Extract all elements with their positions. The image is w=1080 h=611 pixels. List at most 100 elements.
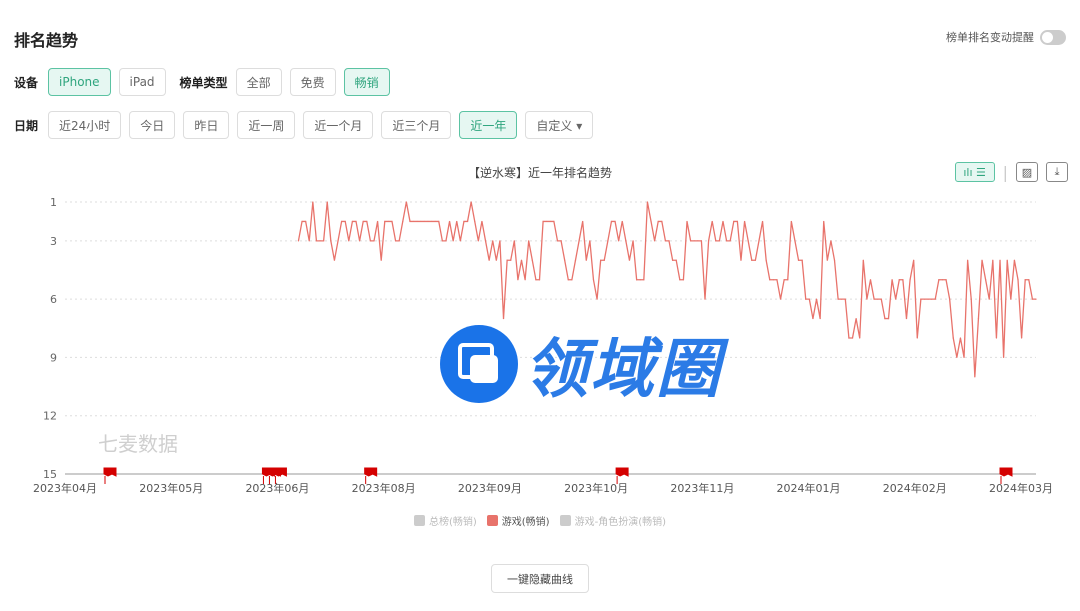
data-point [999,259,1001,261]
data-point [988,298,990,300]
data-point [758,240,760,242]
data-point [535,279,537,281]
y-tick-label: 9 [50,351,57,364]
data-point [823,220,825,223]
data-point [430,220,433,223]
data-point [636,279,638,281]
date-month-button[interactable]: 近一个月 [303,111,374,139]
data-point [657,220,659,223]
data-point [992,259,994,261]
data-point [524,279,526,281]
data-point [315,240,318,242]
data-point [956,356,958,359]
y-tick-label: 15 [43,468,57,481]
date-24h-button[interactable]: 近24小时 [48,111,122,139]
rank-change-reminder: 榜单排名变动提醒 [946,29,1066,45]
legend-label: 游戏-角色扮演(畅销) [574,517,667,528]
reminder-toggle[interactable] [1040,29,1066,45]
data-point [754,259,756,261]
data-point [848,337,850,339]
data-point [549,220,551,223]
legend-item-overall[interactable]: 总榜(畅销) [413,513,477,528]
data-point [931,298,933,300]
chart-legend: 总榜(畅销) 游戏(畅销) 游戏-角色扮演(畅销) [0,513,1080,528]
date-custom-dropdown[interactable]: 自定义 ▾ [525,111,594,139]
data-point [938,279,940,281]
bar-line-toggle-icon[interactable]: ılı ☰ [954,162,995,182]
data-point [977,317,980,320]
data-point [718,240,720,242]
event-flag-icon [261,467,275,484]
data-point [833,259,836,261]
data-point [621,220,623,223]
data-point [654,240,656,242]
data-point [985,279,987,281]
data-point [877,298,879,300]
image-icon[interactable]: ▨ [1016,162,1038,182]
data-point [891,279,893,281]
data-point [373,240,375,242]
download-icon[interactable]: ⤓ [1046,162,1068,182]
data-point [675,259,677,261]
x-tick-label: 2023年06月 [245,481,309,495]
date-year-button[interactable]: 近一年 [459,111,518,139]
date-filter-row: 日期 近24小时 今日 昨日 近一周 近一个月 近三个月 近一年 自定义 ▾ [14,111,594,139]
data-point [488,259,490,261]
list-type-free-button[interactable]: 免费 [289,68,336,96]
logo-icon [440,325,518,403]
data-point [531,259,533,261]
data-point [297,240,300,242]
data-point [448,220,451,223]
data-point [959,337,962,339]
data-point [722,220,724,223]
data-point [301,220,303,223]
data-point [949,298,951,300]
data-point [427,220,429,223]
data-point [905,317,908,320]
data-point [445,240,447,242]
data-point [344,220,346,223]
data-point [405,201,407,203]
date-week-button[interactable]: 近一周 [237,111,296,139]
x-tick-label: 2023年08月 [352,481,416,495]
data-point [1024,279,1026,281]
legend-label: 总榜(畅销) [428,517,477,528]
data-point [776,279,778,281]
data-point [614,220,616,223]
date-today-button[interactable]: 今日 [129,111,176,139]
data-point [456,220,458,223]
logo-text: 领域圈 [524,333,722,407]
device-iphone-button[interactable]: iPhone [48,68,111,96]
data-point [423,220,425,223]
data-point [409,220,411,223]
legend-item-rpg[interactable]: 游戏-角色扮演(畅销) [559,513,667,528]
device-ipad-button[interactable]: iPad [118,68,166,96]
event-flag-icon [364,467,378,484]
data-point [359,240,361,242]
legend-item-games[interactable]: 游戏(畅销) [486,513,550,528]
list-type-grossing-button[interactable]: 畅销 [343,68,390,96]
data-point [797,259,800,261]
data-point [970,298,972,300]
data-point [628,259,631,261]
data-point [812,317,814,320]
list-type-all-button[interactable]: 全部 [235,68,282,96]
date-3months-button[interactable]: 近三个月 [381,111,452,139]
data-point [707,240,710,242]
data-point [743,220,746,223]
data-point [538,279,541,281]
data-point [506,259,508,261]
data-point [639,279,641,281]
data-point [697,240,699,242]
data-point [412,220,415,223]
date-yesterday-button[interactable]: 昨日 [183,111,230,139]
hide-curves-button[interactable]: 一键隐藏曲线 [491,564,589,593]
data-point [463,220,465,223]
data-point [528,240,530,242]
data-point [582,220,584,223]
data-point [420,220,422,223]
data-point [783,279,785,281]
data-point [1010,298,1012,300]
data-point [520,259,523,261]
data-point [308,240,310,242]
